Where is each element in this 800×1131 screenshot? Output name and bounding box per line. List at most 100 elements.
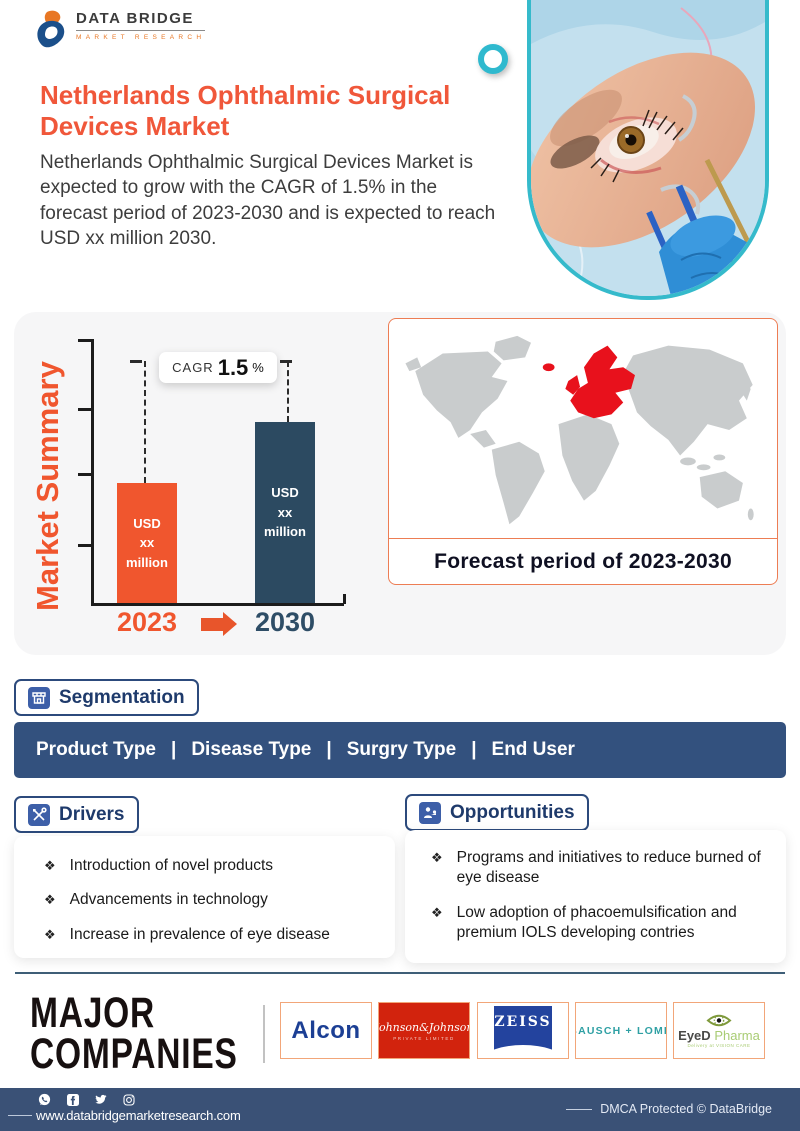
opportunity-item: ❖ Low adoption of phacoemulsification an… — [431, 903, 772, 944]
logo-bausch-lomb: BAUSCH + LOMB — [575, 1002, 667, 1059]
drivers-header: Drivers — [14, 796, 139, 833]
heading-line: MAJOR — [30, 989, 156, 1037]
bar-label-line: million — [126, 554, 168, 570]
storefront-icon — [28, 686, 50, 709]
driver-text: Advancements in technology — [69, 891, 268, 909]
segmentation-title: Segmentation — [59, 686, 185, 708]
instagram-icon[interactable] — [122, 1093, 135, 1106]
bausch-lomb-logo-text: BAUSCH + LOMB — [576, 1024, 666, 1037]
teal-ring-icon — [478, 44, 508, 74]
tools-icon — [28, 803, 50, 826]
url-accent-line — [8, 1115, 32, 1116]
page-title: Netherlands Ophthalmic Surgical Devices … — [40, 80, 451, 141]
cagr-label: CAGR — [172, 360, 214, 375]
website-link[interactable]: www.databridgemarketresearch.com — [36, 1108, 241, 1123]
y-axis-tick — [78, 339, 91, 342]
logo-johnson-and-johnson: Johnson&Johnson PRIVATE LIMITED — [378, 1002, 470, 1059]
major-companies-heading: MAJOR COMPANIES — [30, 989, 238, 1078]
driver-text: Introduction of novel products — [69, 857, 274, 874]
segment-product-type: Product Type — [36, 739, 156, 760]
jj-logo-subtext: PRIVATE LIMITED — [393, 1035, 455, 1041]
heading-line: COMPANIES — [30, 1029, 238, 1078]
eye-surgery-photo — [527, 0, 769, 300]
segment-separator: | — [471, 739, 477, 760]
logo-tagline: MARKET RESEARCH — [76, 34, 206, 41]
map-caption-divider — [389, 538, 777, 539]
arrow-icon — [201, 618, 223, 631]
diamond-bullet-icon: ❖ — [44, 892, 56, 908]
diamond-bullet-icon: ❖ — [44, 926, 56, 942]
bar-label-line: xx — [139, 535, 155, 551]
page-description: Netherlands Ophthalmic Surgical Devices … — [40, 152, 496, 249]
dmca-text: DMCA Protected © DataBridge — [600, 1102, 772, 1116]
chart-x-axis — [91, 603, 344, 606]
drivers-card: ❖ Introduction of novel products ❖ Advan… — [14, 836, 395, 958]
bar-2030: USD xx million — [255, 422, 315, 603]
market-summary-panel: Market Summary CAGR 1.5 % USD xx million… — [14, 312, 786, 655]
segment-surgery-type: Surgry Type — [346, 739, 457, 760]
zeiss-logo-text: ZEISS — [494, 1014, 552, 1030]
cagr-value: 1.5 — [217, 354, 249, 380]
dmca-notice[interactable]: DMCA Protected © DataBridge — [566, 1102, 772, 1116]
driver-item: ❖ Introduction of novel products — [44, 856, 381, 876]
alcon-logo-text: Alcon — [291, 1016, 361, 1044]
segmentation-header: Segmentation — [14, 679, 199, 716]
driver-text: Increase in prevalence of eye disease — [69, 925, 330, 943]
databridge-logo[interactable]: DATA BRIDGE MARKET RESEARCH — [34, 10, 206, 53]
cagr-badge: CAGR 1.5 % — [159, 352, 277, 383]
bar-label-line: USD — [133, 515, 161, 531]
opportunity-text: Programs and initiatives to reduce burne… — [456, 849, 761, 887]
logo-name: DATA BRIDGE — [76, 10, 206, 31]
opportunities-card: ❖ Programs and initiatives to reduce bur… — [405, 830, 786, 963]
bar-label-line: xx — [277, 504, 293, 520]
driver-item: ❖ Increase in prevalence of eye disease — [44, 925, 381, 945]
y-axis-tick — [78, 473, 91, 476]
logo-eyed-pharma: EyeD Pharma Delivery at VISION CARE — [673, 1002, 765, 1059]
dash-segment — [130, 360, 142, 363]
market-summary-title: Market Summary — [30, 361, 65, 611]
driver-item: ❖ Advancements in technology — [44, 890, 381, 910]
jj-logo-text: Johnson&Johnson — [378, 1020, 470, 1034]
dmca-accent-line — [566, 1108, 593, 1110]
social-icons — [38, 1093, 135, 1106]
dashed-leader-2030 — [287, 361, 289, 422]
eyed-logo-text: EyeD — [678, 1028, 711, 1043]
dashed-leader-2023 — [144, 361, 146, 483]
databridge-logo-icon — [34, 10, 68, 53]
diamond-bullet-icon: ❖ — [431, 904, 443, 920]
logo-alcon: Alcon — [280, 1002, 372, 1059]
databridge-logo-text: DATA BRIDGE MARKET RESEARCH — [76, 10, 206, 41]
segment-separator: | — [171, 739, 177, 760]
facebook-icon[interactable] — [66, 1093, 79, 1106]
bar-2023: USD xx million — [117, 483, 177, 603]
segmentation-bar: Product Type | Disease Type | Surgry Typ… — [14, 722, 786, 778]
eyed-logo-tagline: Delivery at VISION CARE — [687, 1043, 751, 1048]
x-axis-end-tick — [343, 594, 346, 604]
segment-separator: | — [326, 739, 332, 760]
twitter-icon[interactable] — [94, 1093, 107, 1106]
bar-label-line: USD — [271, 485, 299, 501]
y-axis-tick — [78, 544, 91, 547]
logo-zeiss: ZEISS — [477, 1002, 569, 1059]
europe-highlight — [542, 345, 635, 418]
footer-bar: www.databridgemarketresearch.com DMCA Pr… — [0, 1088, 800, 1131]
segment-end-user: End User — [491, 739, 575, 760]
eyed-logo-text2: Pharma — [714, 1028, 760, 1043]
opportunities-header: Opportunities — [405, 794, 589, 831]
diamond-bullet-icon: ❖ — [431, 850, 443, 865]
arrow-icon — [223, 612, 237, 636]
forecast-map-card: Forecast period of 2023-2030 — [388, 318, 778, 585]
section-divider — [15, 972, 785, 974]
forecast-period-caption: Forecast period of 2023-2030 — [434, 549, 732, 573]
eye-icon — [706, 1014, 732, 1027]
opportunity-text: Low adoption of phacoemulsification and … — [456, 903, 737, 942]
diamond-bullet-icon: ❖ — [44, 858, 56, 873]
opportunity-item: ❖ Programs and initiatives to reduce bur… — [431, 848, 772, 889]
x-label-2030: 2030 — [254, 607, 316, 637]
companies-divider — [263, 1005, 265, 1063]
whatsapp-icon[interactable] — [38, 1093, 51, 1106]
bar-label-line: million — [264, 524, 306, 540]
person-hand-icon — [419, 801, 441, 824]
cagr-percent-sign: % — [252, 360, 264, 375]
